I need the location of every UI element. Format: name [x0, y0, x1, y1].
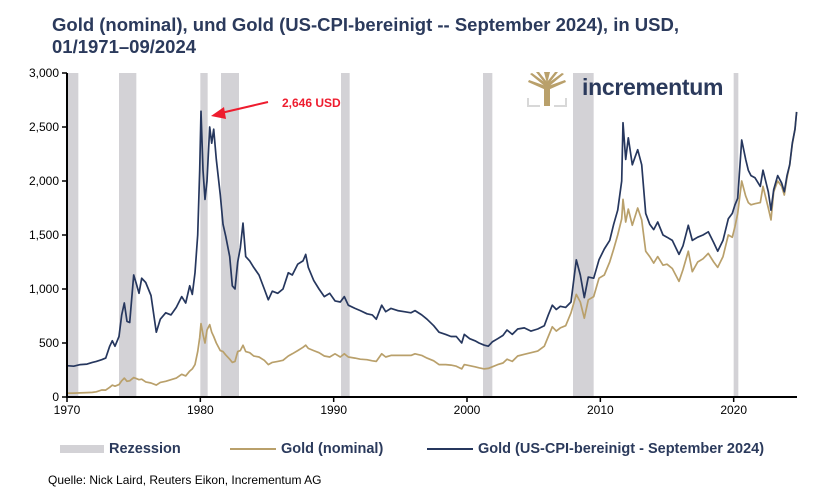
recession-band	[573, 73, 594, 397]
recession-band	[119, 73, 137, 397]
axes: 0 500 1,000 1,500 2,000 2,500 3,000 1970 1980 199…	[29, 66, 797, 417]
x-tick-label: 1990	[320, 403, 347, 417]
legend-swatch-recession	[60, 445, 104, 453]
source-note: Quelle: Nick Laird, Reuters Eikon, Incre…	[48, 473, 322, 487]
legend-item-real: Gold (US-CPI-bereinigt - September 2024)	[427, 441, 764, 457]
legend-label-real: Gold (US-CPI-bereinigt - September 2024)	[478, 441, 765, 457]
series-line-real	[66, 110, 798, 368]
series-lines	[66, 110, 798, 395]
recession-band	[483, 73, 493, 397]
x-tick-label: 1980	[187, 403, 214, 417]
x-tick-label: 2000	[454, 403, 481, 417]
chart-title-line-1: Gold (nominal), und Gold (US-CPI-bereini…	[52, 14, 679, 35]
logo-text: incrementum	[582, 74, 724, 100]
series-line-nominal	[66, 111, 798, 395]
chart-title: Gold (nominal), und Gold (US-CPI-bereini…	[52, 14, 822, 58]
y-tick-label: 3,000	[29, 66, 59, 80]
y-tick-label: 1,500	[29, 228, 59, 242]
legend-swatch-nominal	[230, 448, 276, 450]
recession-band	[733, 73, 739, 397]
recession-band	[221, 73, 239, 397]
legend-item-nominal: Gold (nominal)	[230, 441, 383, 457]
y-tick-label: 2,000	[29, 174, 59, 188]
legend-label-recession: Rezession	[109, 441, 181, 457]
annotation-arrow-line	[220, 101, 269, 114]
annotation-label: 2,646 USD	[282, 96, 341, 110]
recession-bands	[67, 73, 739, 397]
legend-item-recession: Rezession	[60, 441, 181, 457]
recession-band	[200, 73, 208, 397]
y-tick-label: 1,000	[29, 282, 59, 296]
recession-band	[67, 73, 79, 397]
y-tick-label: 2,500	[29, 120, 59, 134]
tree-icon	[527, 72, 567, 107]
annotation-arrow-head	[211, 107, 226, 119]
x-tick-label: 2020	[720, 403, 747, 417]
y-tick-label: 0	[52, 390, 59, 404]
legend-label-nominal: Gold (nominal)	[281, 441, 384, 457]
recession-band	[341, 73, 350, 397]
x-tick-label: 1970	[54, 403, 81, 417]
legend-swatch-real	[427, 448, 473, 450]
chart-title-line-2: 01/1971–09/2024	[52, 36, 197, 57]
peak-annotation: 2,646 USD	[211, 96, 341, 119]
y-tick-label: 500	[39, 336, 59, 350]
x-tick-label: 2010	[587, 403, 614, 417]
